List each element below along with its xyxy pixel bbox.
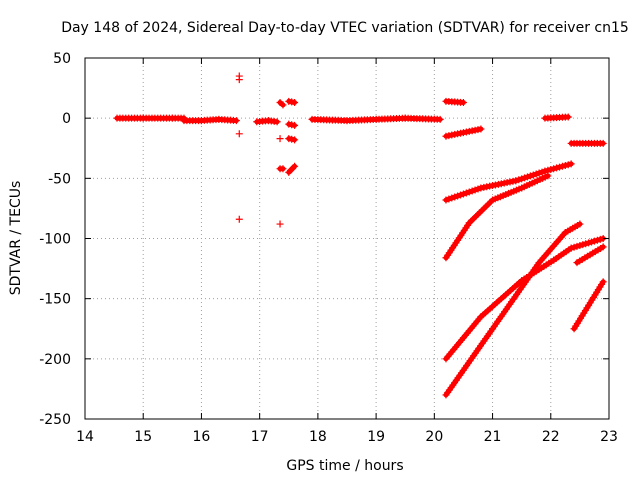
series-seg-j	[443, 221, 583, 398]
data-point-marker	[567, 160, 575, 168]
data-point-marker	[235, 215, 243, 223]
y-axis-title: SDTVAR / TECUs	[8, 181, 24, 296]
y-tick-label: 0	[62, 111, 71, 127]
plot-border	[84, 57, 610, 420]
tick-layer: 14 15 16 17 18 19 20 21 22 23 -250 -200 -150 -100 -50 0…	[39, 51, 618, 445]
data-point-marker	[599, 139, 607, 147]
x-tick-label: 23	[600, 429, 618, 445]
chart-title: Day 148 of 2024, Sidereal Day-to-day VTE…	[61, 20, 629, 36]
y-tick-label: -250	[39, 412, 71, 428]
series-band	[443, 221, 583, 398]
x-tick-label: 19	[367, 429, 385, 445]
grid-layer	[85, 58, 609, 419]
x-tick-label: 21	[484, 429, 502, 445]
data-point-marker	[459, 99, 467, 107]
data-point-marker	[291, 121, 299, 129]
x-tick-label: 14	[76, 429, 94, 445]
x-tick-label: 20	[425, 429, 443, 445]
data-point-marker	[235, 130, 243, 138]
series-seg-s	[286, 163, 298, 175]
y-tick-label: -200	[39, 352, 71, 368]
y-tick-label: 50	[53, 51, 71, 67]
x-tick-label: 22	[542, 429, 560, 445]
data-point-marker	[544, 172, 552, 180]
data-point-marker	[235, 76, 243, 84]
y-tick-label: -50	[48, 171, 71, 187]
data-point-marker	[576, 220, 584, 228]
data-point-marker	[291, 136, 299, 144]
data-point-marker	[599, 278, 607, 286]
data-point-marker	[599, 243, 607, 251]
x-tick-label: 17	[251, 429, 269, 445]
data-point-marker	[279, 101, 287, 109]
series-band	[286, 163, 298, 175]
data-point-marker	[276, 220, 284, 228]
x-tick-label: 18	[309, 429, 327, 445]
data-point-marker	[232, 117, 240, 125]
x-axis-title: GPS time / hours	[286, 458, 403, 474]
data-point-marker	[276, 135, 284, 143]
series-seg-h	[443, 173, 551, 261]
y-tick-label: -100	[39, 232, 71, 248]
points-layer	[113, 72, 607, 399]
x-tick-label: 15	[134, 429, 152, 445]
data-point-marker	[291, 162, 299, 170]
data-point-marker	[291, 99, 299, 107]
data-point-marker	[279, 165, 287, 173]
y-tick-label: -150	[39, 292, 71, 308]
data-point-marker	[436, 115, 444, 123]
data-point-marker	[477, 125, 485, 133]
data-point-marker	[564, 113, 572, 121]
data-point-marker	[273, 118, 281, 126]
series-band	[443, 173, 551, 261]
x-tick-label: 16	[193, 429, 211, 445]
